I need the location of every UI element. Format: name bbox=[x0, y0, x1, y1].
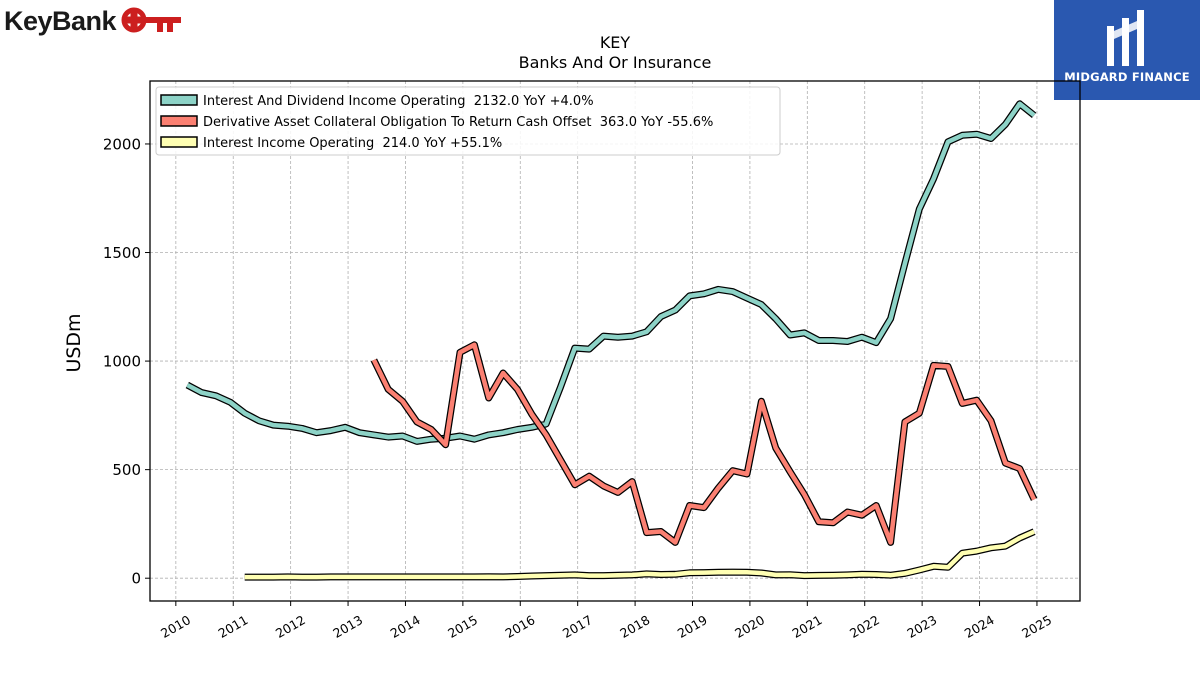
x-tick-label: 2010 bbox=[158, 612, 193, 641]
series-2-line bbox=[371, 342, 1037, 545]
x-tick-label: 2014 bbox=[388, 612, 423, 641]
y-tick-label: 0 bbox=[131, 570, 141, 588]
series-1-line bbox=[186, 101, 1036, 444]
x-tick-label: 2013 bbox=[330, 612, 365, 641]
legend-label: Interest And Dividend Income Operating 2… bbox=[203, 94, 594, 109]
legend-swatch bbox=[160, 115, 198, 127]
legend-box bbox=[155, 86, 781, 156]
grid bbox=[150, 81, 1080, 601]
y-tick-label: 1500 bbox=[103, 244, 141, 262]
x-tick-label: 2011 bbox=[215, 612, 250, 641]
x-tick-label: 2012 bbox=[273, 612, 308, 641]
axes: 2010 2011 2012 2013 2014 2015 2016 2017 2018 2019… bbox=[103, 135, 1054, 641]
y-tick-label: 500 bbox=[112, 461, 141, 479]
x-tick-label: 2022 bbox=[847, 612, 882, 641]
y-axis-label: USDm bbox=[63, 313, 85, 372]
series-2-outline bbox=[370, 341, 1038, 546]
x-tick-label: 2015 bbox=[445, 612, 480, 641]
partner-name: MIDGARD FINANCE bbox=[1064, 70, 1190, 84]
chart-subtitle: Banks And Or Insurance bbox=[519, 53, 712, 72]
x-tick-label: 2017 bbox=[560, 612, 595, 641]
partner-badge: MIDGARD FINANCE bbox=[1054, 0, 1200, 100]
x-tick-label: 2020 bbox=[732, 612, 767, 641]
brand-logo: KeyBank bbox=[4, 4, 183, 38]
y-tick-label: 2000 bbox=[103, 135, 141, 153]
legend: Interest And Dividend Income Operating 2… bbox=[155, 86, 781, 156]
x-tick-label: 2025 bbox=[1019, 612, 1054, 641]
series-3-line bbox=[244, 529, 1036, 580]
x-tick-label: 2024 bbox=[962, 612, 997, 641]
brand-name: KeyBank bbox=[4, 5, 117, 36]
series-lines bbox=[185, 100, 1038, 581]
x-tick-label: 2021 bbox=[790, 612, 825, 641]
y-tick-label: 1000 bbox=[103, 353, 141, 371]
x-tick-label: 2018 bbox=[617, 612, 652, 641]
legend-swatch bbox=[160, 94, 198, 106]
key-icon bbox=[121, 7, 182, 33]
legend-label: Interest Income Operating 214.0 YoY +55.… bbox=[203, 136, 502, 151]
plot-frame bbox=[149, 80, 1081, 602]
partner-logo-icon bbox=[1107, 10, 1144, 66]
x-tick-label: 2016 bbox=[503, 612, 538, 641]
x-tick-label: 2023 bbox=[904, 612, 939, 641]
legend-label: Derivative Asset Collateral Obligation T… bbox=[203, 115, 713, 130]
legend-swatch bbox=[160, 136, 198, 148]
chart-title: KEY bbox=[600, 33, 631, 52]
x-tick-label: 2019 bbox=[675, 612, 710, 641]
